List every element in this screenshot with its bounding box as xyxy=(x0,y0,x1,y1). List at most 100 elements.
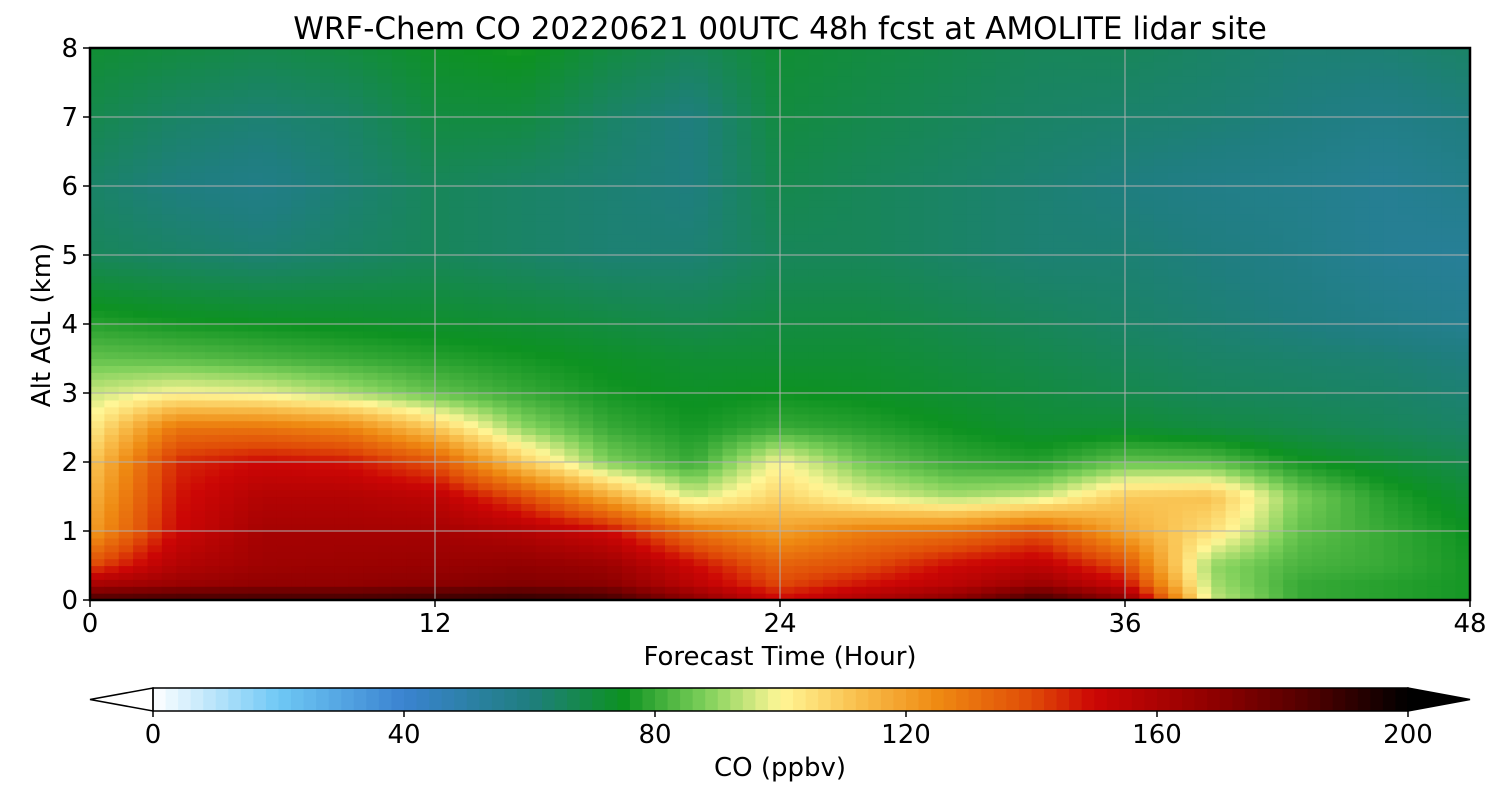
heatmap-cell xyxy=(334,586,350,594)
heatmap-cell xyxy=(679,579,695,587)
heatmap-cell xyxy=(90,420,105,429)
heatmap-cell xyxy=(435,558,450,567)
heatmap-cell xyxy=(722,248,738,256)
heatmap-cell xyxy=(808,531,824,539)
heatmap-cell xyxy=(808,372,824,380)
heatmap-cell xyxy=(938,192,954,201)
heatmap-cell xyxy=(851,241,867,249)
heatmap-cell xyxy=(607,510,623,518)
heatmap-cell xyxy=(794,482,810,491)
heatmap-cell xyxy=(866,213,882,222)
heatmap-cell xyxy=(550,551,565,560)
heatmap-cell xyxy=(406,282,422,291)
heatmap-cell xyxy=(276,96,292,104)
heatmap-cell xyxy=(492,275,508,284)
heatmap-cell xyxy=(765,462,781,470)
heatmap-cell xyxy=(550,475,565,484)
heatmap-cell xyxy=(118,537,134,546)
heatmap-cell xyxy=(320,537,335,546)
heatmap-cell xyxy=(578,386,594,394)
heatmap-cell xyxy=(736,462,752,470)
heatmap-cell xyxy=(679,82,695,90)
heatmap-cell xyxy=(909,455,925,463)
heatmap-cell xyxy=(550,54,565,63)
heatmap-cell xyxy=(535,123,551,132)
heatmap-cell xyxy=(104,289,120,297)
heatmap-cell xyxy=(780,572,795,580)
heatmap-cell xyxy=(147,234,163,242)
heatmap-cell xyxy=(765,351,781,360)
heatmap-cell xyxy=(722,296,738,304)
heatmap-cell xyxy=(636,61,652,70)
heatmap-cell xyxy=(334,330,350,339)
heatmap-cell xyxy=(808,234,824,242)
heatmap-cell xyxy=(406,386,422,394)
heatmap-cell xyxy=(506,510,522,518)
heatmap-cell xyxy=(305,206,321,215)
heatmap-cell xyxy=(262,186,278,194)
heatmap-cell xyxy=(478,344,494,353)
heatmap-cell xyxy=(406,261,422,270)
heatmap-cell xyxy=(966,413,982,422)
heatmap-cell xyxy=(305,565,321,573)
heatmap-cell xyxy=(133,420,149,429)
heatmap-cell xyxy=(593,123,609,132)
heatmap-cell xyxy=(305,82,321,90)
heatmap-cell xyxy=(391,61,407,70)
heatmap-cell xyxy=(161,186,177,194)
heatmap-cell xyxy=(377,255,393,263)
heatmap-cell xyxy=(722,310,738,318)
heatmap-cell xyxy=(722,75,738,84)
heatmap-cell xyxy=(233,565,249,573)
heatmap-cell xyxy=(233,503,249,511)
heatmap-cell xyxy=(578,75,594,84)
heatmap-cell xyxy=(636,137,652,146)
heatmap-cell xyxy=(765,248,781,256)
heatmap-cell xyxy=(104,206,120,215)
heatmap-cell xyxy=(133,61,149,70)
heatmap-cell xyxy=(420,468,436,477)
heatmap-cell xyxy=(621,441,637,449)
heatmap-cell xyxy=(794,524,810,532)
heatmap-cell xyxy=(909,399,925,408)
heatmap-cell xyxy=(420,420,436,429)
heatmap-cell xyxy=(564,289,580,297)
heatmap-cell xyxy=(765,365,781,373)
heatmap-cell xyxy=(147,565,163,573)
heatmap-cell xyxy=(391,48,407,56)
heatmap-cell xyxy=(564,524,580,532)
heatmap-cell xyxy=(923,68,939,77)
heatmap-cell xyxy=(377,268,393,277)
heatmap-cell xyxy=(607,103,623,111)
heatmap-cell xyxy=(320,379,335,387)
heatmap-cell xyxy=(923,372,939,380)
heatmap-cell xyxy=(147,337,163,346)
heatmap-cell xyxy=(391,399,407,408)
heatmap-cell xyxy=(205,68,220,77)
heatmap-cell xyxy=(981,420,997,429)
heatmap-cell xyxy=(118,282,134,291)
heatmap-cell xyxy=(118,558,134,567)
heatmap-cell xyxy=(291,455,307,463)
heatmap-cell xyxy=(176,406,192,415)
heatmap-cell xyxy=(837,151,853,159)
heatmap-cell xyxy=(391,296,407,304)
heatmap-cell xyxy=(521,48,537,56)
heatmap-cell xyxy=(837,365,853,373)
heatmap-cell xyxy=(708,579,724,587)
heatmap-cell xyxy=(751,489,767,498)
heatmap-cell xyxy=(765,82,781,90)
heatmap-cell xyxy=(880,372,896,380)
heatmap-cell xyxy=(780,82,795,90)
heatmap-cell xyxy=(176,393,192,401)
heatmap-cell xyxy=(276,365,292,373)
heatmap-cell xyxy=(880,351,896,360)
heatmap-cell xyxy=(535,372,551,380)
heatmap-cell xyxy=(90,406,105,415)
heatmap-cell xyxy=(334,579,350,587)
heatmap-cell xyxy=(363,103,379,111)
heatmap-cell xyxy=(851,365,867,373)
heatmap-cell xyxy=(276,524,292,532)
heatmap-cell xyxy=(736,489,752,498)
heatmap-cell xyxy=(406,572,422,580)
